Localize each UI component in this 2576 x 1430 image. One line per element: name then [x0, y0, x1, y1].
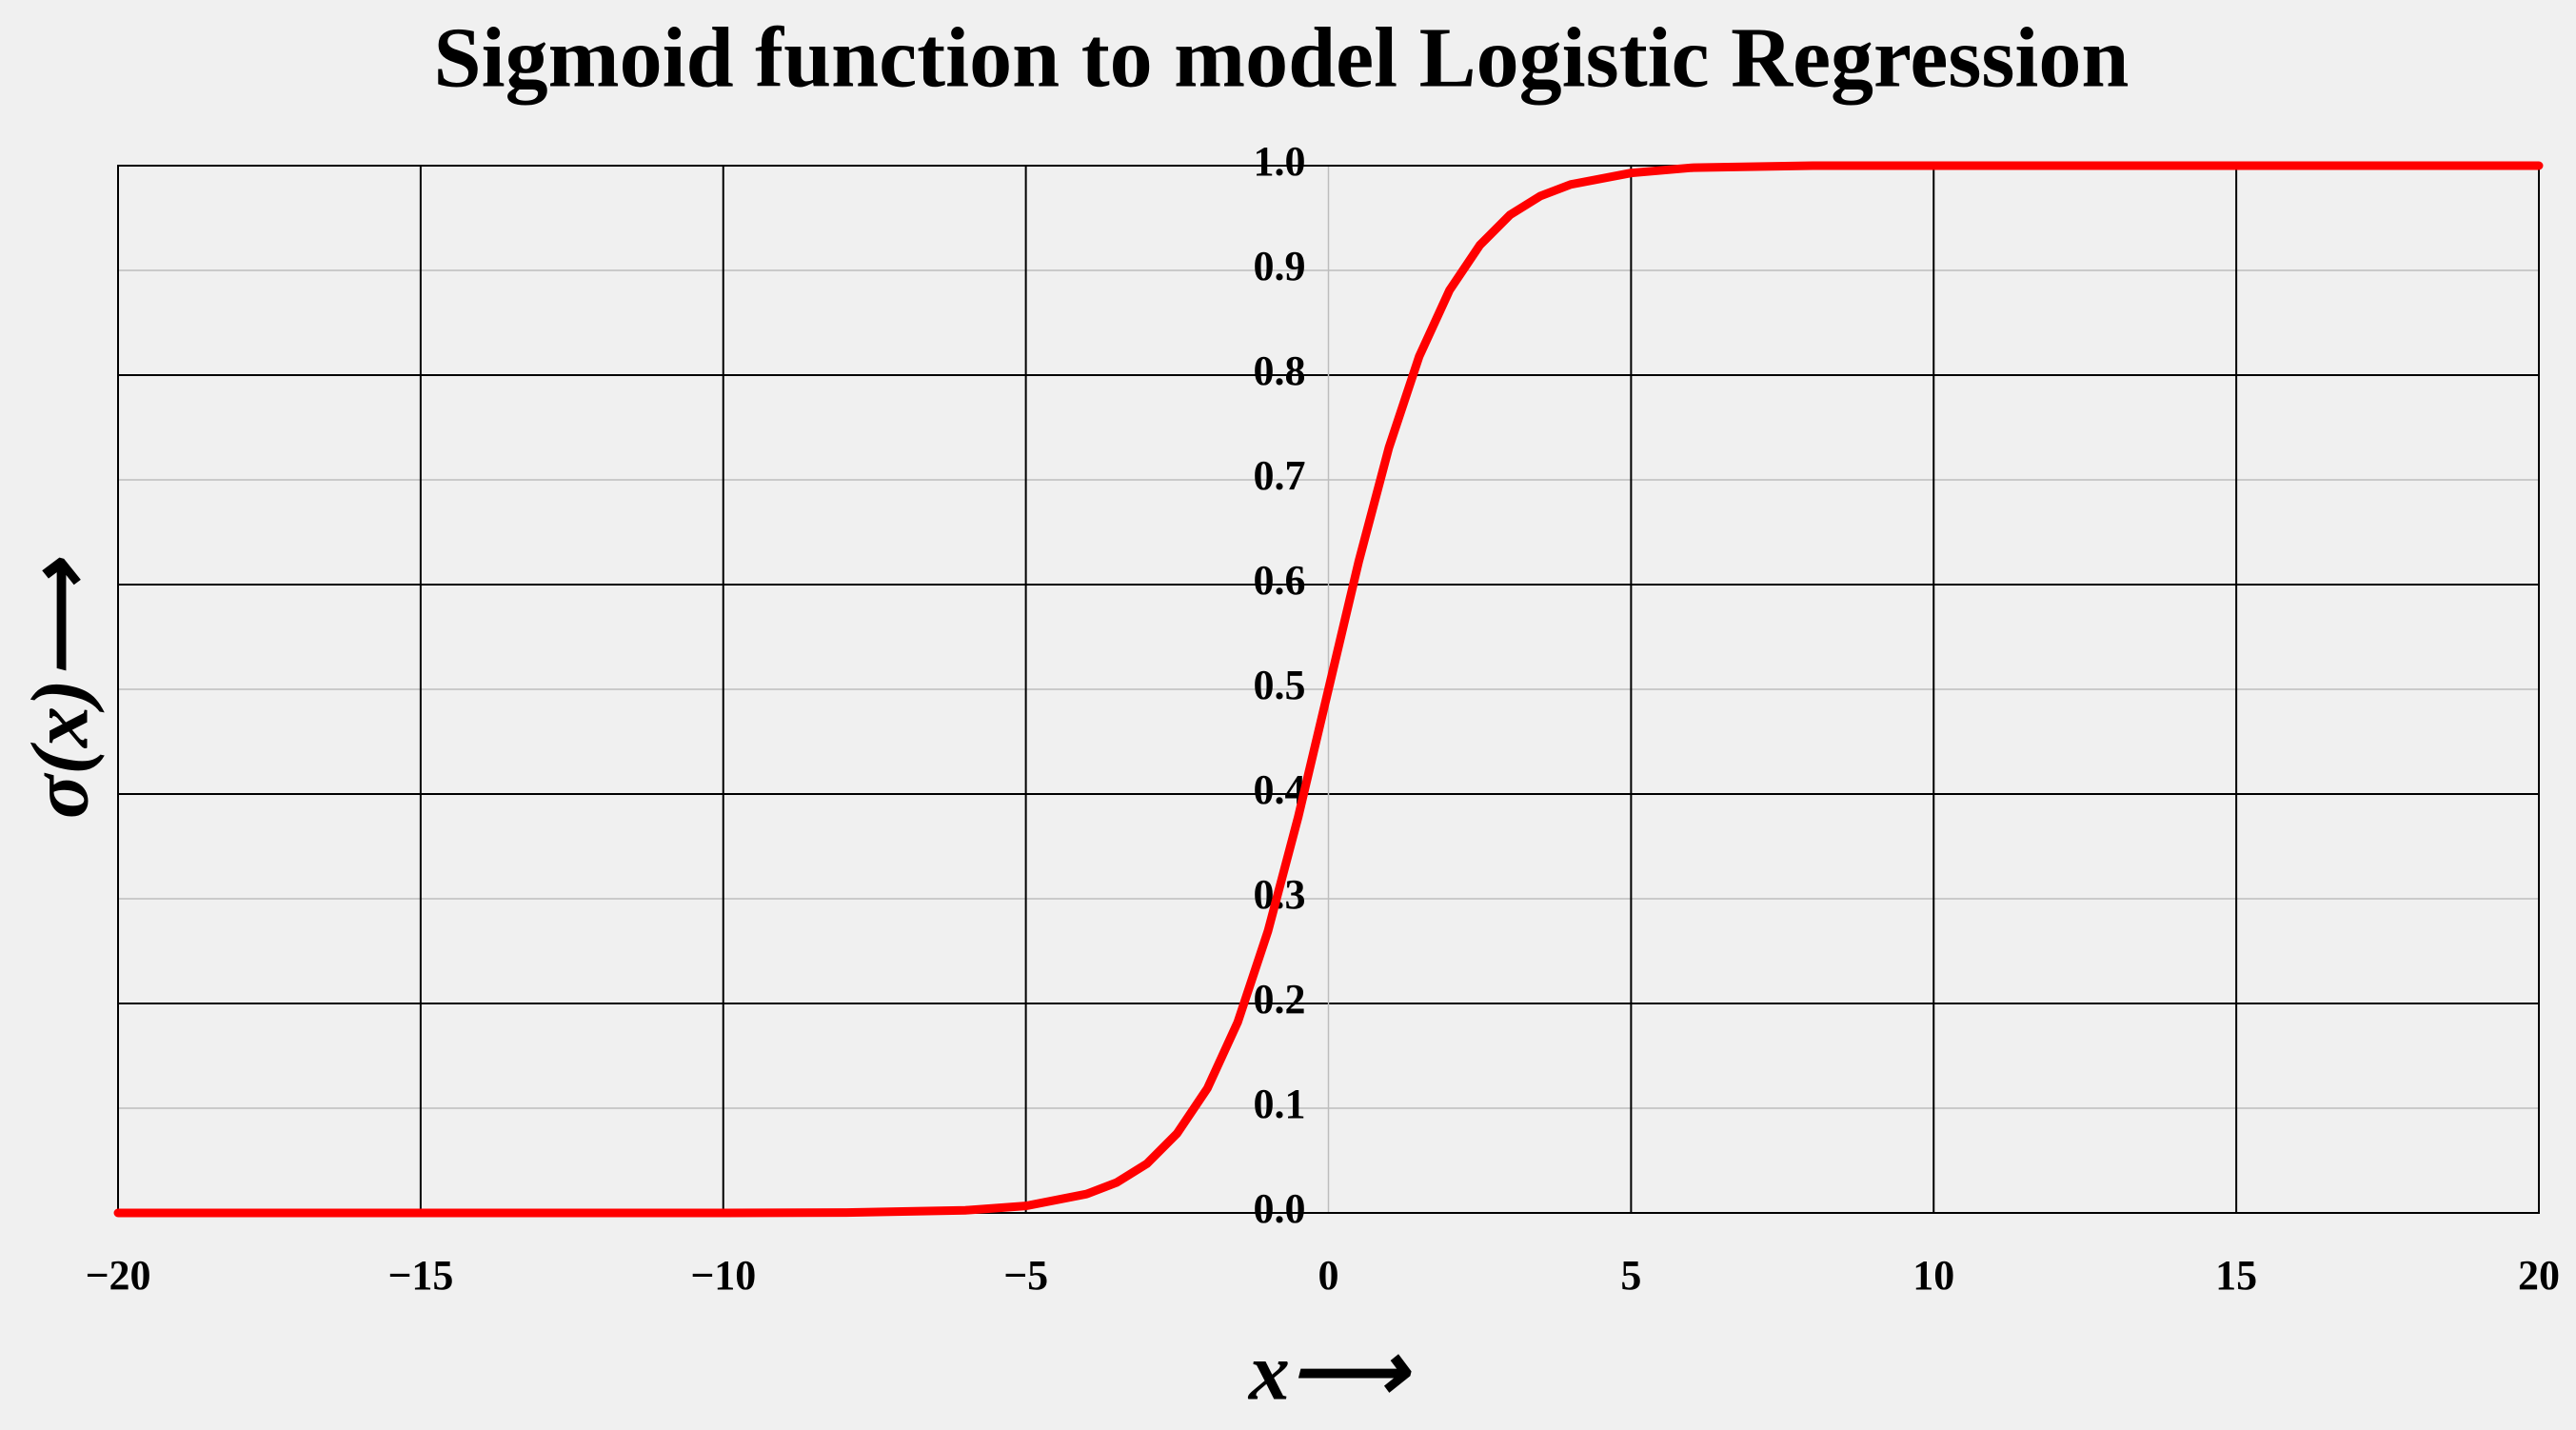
y-tick-label: 0.2 — [1254, 976, 1306, 1023]
x-tick-label: 0 — [1318, 1252, 1339, 1299]
x-tick-label: −10 — [690, 1252, 756, 1299]
y-tick-label: 0.1 — [1254, 1081, 1306, 1127]
x-tick-label: 10 — [1912, 1252, 1954, 1299]
y-tick-label: 0.0 — [1254, 1185, 1306, 1232]
y-tick-label: 0.8 — [1254, 348, 1306, 394]
x-axis-label: x⟶ — [1247, 1326, 1412, 1418]
y-tick-label: 0.9 — [1254, 243, 1306, 289]
plot-border — [117, 165, 2540, 1214]
x-tick-label: 15 — [2215, 1252, 2257, 1299]
y-axis-label: σ(x)⟶ — [14, 557, 106, 819]
y-tick-label: 1.0 — [1254, 138, 1306, 185]
line — [113, 161, 2544, 1218]
y-tick-label: 0.6 — [1254, 557, 1306, 604]
x-tick-label: −15 — [387, 1252, 453, 1299]
x-tick-label: −5 — [1003, 1252, 1048, 1299]
y-tick-label: 0.7 — [1254, 452, 1306, 499]
y-tick-label: 0.5 — [1254, 662, 1306, 708]
x-tick-label: 20 — [2518, 1252, 2560, 1299]
chart-title: Sigmoid function to model Logistic Regre… — [434, 11, 2130, 106]
x-tick-label: −20 — [85, 1252, 150, 1299]
x-tick-label: 5 — [1620, 1252, 1641, 1299]
